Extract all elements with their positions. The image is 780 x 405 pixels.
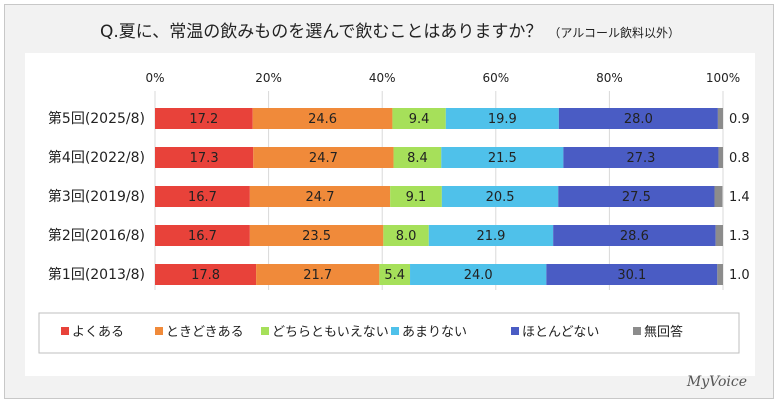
bar-segment [252,108,393,129]
data-label: 16.7 [188,190,217,205]
row-label: 第2回(2016/8) [48,227,145,244]
data-label: 19.9 [488,112,517,127]
bar-segment [155,225,250,246]
bar-segment [717,264,723,285]
bar-segment [715,225,723,246]
data-label: 9.4 [409,112,430,127]
legend-swatch [511,327,519,335]
legend-label: よくある [72,325,124,340]
legend-label: あまりない [402,325,467,340]
title-main: Q.夏に、常温の飲みものを選んで飲むことはありますか？ [99,22,543,42]
data-label: 8.4 [407,151,428,166]
bar-segment [393,147,442,168]
brand-logo: MyVoice [686,374,747,390]
data-label: 17.3 [190,151,219,166]
data-label: 17.2 [189,112,218,127]
row-label: 第3回(2019/8) [48,188,145,205]
row-label: 第5回(2025/8) [48,110,145,127]
bar-segment [253,147,394,168]
bar-segment [717,108,723,129]
data-label: 0.9 [729,112,750,127]
data-label: 20.5 [486,190,515,205]
data-label: 1.0 [729,268,750,283]
legend-swatch [61,327,69,335]
legend-label: どちらともいえない [272,325,389,340]
bar-segment [441,147,564,168]
x-tick-label: 0% [145,71,164,85]
x-tick-label: 100% [706,71,740,85]
bar-segment [546,264,718,285]
bar-segment [563,147,719,168]
data-label: 24.0 [464,268,493,283]
bar-segment [390,186,442,207]
bar-segment [249,225,384,246]
data-label: 23.5 [302,229,331,244]
legend-swatch [633,327,641,335]
legend-label: ほとんどない [522,325,599,340]
bar-segment [553,225,716,246]
data-label: 28.6 [620,229,649,244]
data-label: 27.3 [626,151,655,166]
x-tick-label: 80% [596,71,623,85]
row-label: 第1回(2013/8) [48,266,145,283]
bar-segment [379,264,411,285]
bar-segment [428,225,554,246]
bar-segment [155,264,257,285]
data-label: 21.9 [476,229,505,244]
bar-segment [256,264,380,285]
bar-segment [445,108,559,129]
data-label: 21.7 [303,268,332,283]
bar-segment [155,147,254,168]
data-label: 30.1 [617,268,646,283]
data-label: 9.1 [406,190,427,205]
data-label: 1.4 [729,190,750,205]
data-label: 17.8 [191,268,220,283]
chart-title: Q.夏に、常温の飲みものを選んで飲むことはありますか？ （アルコール飲料以外） [5,17,775,42]
row-label: 第4回(2022/8) [48,149,145,166]
data-label: 24.6 [308,112,337,127]
chart-frame: Q.夏に、常温の飲みものを選んで飲むことはありますか？ （アルコール飲料以外） 0… [4,4,774,399]
legend-label: 無回答 [644,324,683,340]
legend-label: ときどきある [166,325,244,340]
bar-segment [714,186,723,207]
stacked-bar-chart: 0% 20% 40% 60% 80% 100% 第5回(2025/8) 17.2 24.6 9.4… [38,71,750,354]
bar-segment [558,108,718,129]
data-label: 16.7 [188,229,217,244]
x-tick-label: 20% [255,71,282,85]
bar-segment [558,186,715,207]
data-label: 24.7 [309,151,338,166]
bar-segment [410,264,547,285]
bar-segment [441,186,559,207]
title-note: （アルコール飲料以外） [548,26,681,40]
legend-swatch [155,327,163,335]
data-label: 21.5 [488,151,517,166]
bar-segment [718,147,723,168]
bar-segment [249,186,391,207]
x-tick-label: 40% [369,71,396,85]
bar-segment [392,108,446,129]
bar-segment [155,108,253,129]
data-label: 0.8 [729,151,750,166]
bar-segment [383,225,429,246]
data-label: 24.7 [306,190,335,205]
x-tick-label: 60% [482,71,509,85]
bar-segment [155,186,250,207]
legend-swatch [261,327,269,335]
data-label: 8.0 [396,229,417,244]
data-label: 28.0 [624,112,653,127]
legend-swatch [391,327,399,335]
data-label: 27.5 [622,190,651,205]
data-label: 5.4 [384,268,405,283]
data-label: 1.3 [729,229,750,244]
